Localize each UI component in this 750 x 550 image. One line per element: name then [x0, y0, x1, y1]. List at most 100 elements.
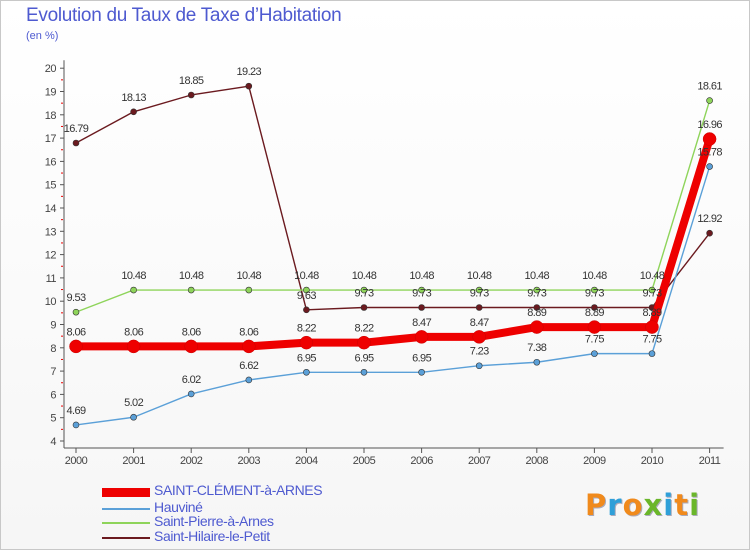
- data-point: [303, 306, 310, 314]
- data-label: 6.95: [412, 352, 431, 364]
- data-point: [414, 330, 429, 344]
- data-label: 8.06: [239, 326, 258, 338]
- data-label: 18.61: [697, 81, 722, 93]
- legend-swatch: [102, 537, 150, 539]
- data-label: 16.79: [64, 123, 89, 135]
- x-tick-label: 2006: [410, 455, 433, 467]
- data-label: 6.95: [354, 352, 373, 364]
- y-tick-label: 4: [50, 436, 56, 448]
- data-point: [648, 350, 656, 357]
- data-point: [303, 286, 310, 294]
- x-tick-label: 2008: [526, 455, 549, 467]
- data-label: 6.62: [239, 360, 258, 372]
- data-point: [475, 362, 483, 370]
- series-line: [75, 85, 711, 311]
- data-point: [472, 330, 486, 344]
- data-label: 7.75: [642, 334, 661, 346]
- data-point: [303, 368, 310, 376]
- data-point: [591, 350, 598, 357]
- data-point: [360, 368, 368, 376]
- logo-letter: i: [689, 488, 701, 522]
- data-point: [126, 339, 141, 354]
- data-label: 8.22: [354, 323, 373, 335]
- logo-letter: o: [622, 488, 644, 522]
- data-label: 10.48: [640, 270, 665, 282]
- y-tick-label: 18: [45, 110, 57, 122]
- data-label: 6.02: [182, 374, 201, 386]
- data-point: [245, 376, 253, 384]
- data-point: [187, 286, 195, 294]
- data-point: [418, 286, 425, 294]
- x-tick-label: 2010: [641, 455, 664, 467]
- data-label: 9.73: [354, 287, 373, 299]
- data-point: [533, 304, 541, 311]
- y-tick-label: 15: [45, 180, 57, 192]
- data-point: [360, 286, 368, 294]
- data-point: [702, 132, 717, 146]
- data-label: 9.53: [66, 292, 85, 304]
- data-point: [418, 368, 425, 376]
- data-point: [299, 335, 314, 350]
- data-label: 8.47: [470, 317, 489, 329]
- logo-letter: t: [674, 488, 690, 522]
- legend-swatch: [102, 522, 150, 524]
- data-point: [130, 413, 137, 421]
- data-point: [130, 286, 137, 294]
- data-label: 9.63: [297, 290, 316, 302]
- data-label: 4.69: [66, 405, 85, 417]
- data-label: 5.02: [124, 397, 143, 409]
- data-label: 9.73: [470, 287, 489, 299]
- data-label: 7.38: [527, 342, 546, 354]
- series-line: [76, 137, 714, 351]
- x-tick-label: 2002: [180, 455, 203, 467]
- y-tick-label: 12: [45, 250, 57, 262]
- data-label: 9.73: [412, 287, 431, 299]
- data-point: [530, 320, 544, 334]
- data-label: 10.48: [467, 270, 492, 282]
- data-label: 7.23: [470, 346, 489, 358]
- y-tick-label: 14: [45, 203, 57, 215]
- data-point: [591, 286, 598, 294]
- data-label: 18.13: [121, 92, 146, 104]
- data-point: [648, 286, 656, 294]
- x-tick-label: 2009: [583, 455, 606, 467]
- legend-label: Hauviné: [154, 499, 203, 515]
- data-label: 9.73: [642, 287, 661, 299]
- data-label: 10.48: [237, 270, 262, 282]
- x-tick-label: 2011: [699, 455, 721, 467]
- data-label: 9.73: [585, 287, 604, 299]
- data-point: [187, 390, 195, 398]
- logo-letter: i: [663, 488, 675, 522]
- legend-label: SAINT-CLÉMENT-à-ARNES: [154, 482, 323, 498]
- data-label: 12.92: [697, 213, 722, 225]
- y-tick-label: 5: [50, 413, 56, 425]
- data-point: [72, 308, 80, 316]
- data-label: 8.06: [66, 326, 85, 338]
- data-label: 10.48: [525, 270, 550, 282]
- x-tick-label: 2001: [122, 455, 145, 467]
- data-label: 18.85: [179, 75, 204, 87]
- data-point: [645, 320, 659, 334]
- data-point: [72, 139, 80, 147]
- data-point: [706, 229, 713, 237]
- data-point: [418, 304, 425, 311]
- data-label: 15.78: [697, 147, 722, 159]
- y-tick-label: 8: [50, 343, 56, 355]
- data-label: 7.75: [585, 334, 604, 346]
- y-tick-label: 7: [50, 366, 56, 378]
- data-label: 16.96: [697, 119, 722, 131]
- data-label: 6.95: [297, 352, 316, 364]
- x-tick-label: 2005: [353, 455, 376, 467]
- y-tick-label: 16: [45, 156, 57, 168]
- y-tick-label: 6: [50, 389, 56, 401]
- chart-title: Evolution du Taux de Taxe d’Habitation: [26, 5, 342, 26]
- data-point: [69, 339, 83, 354]
- data-point: [357, 335, 371, 350]
- y-tick-label: 19: [45, 87, 57, 99]
- data-label: 8.22: [297, 323, 316, 335]
- data-label: 10.48: [121, 270, 146, 282]
- data-point: [72, 421, 80, 429]
- data-label: 8.06: [182, 326, 201, 338]
